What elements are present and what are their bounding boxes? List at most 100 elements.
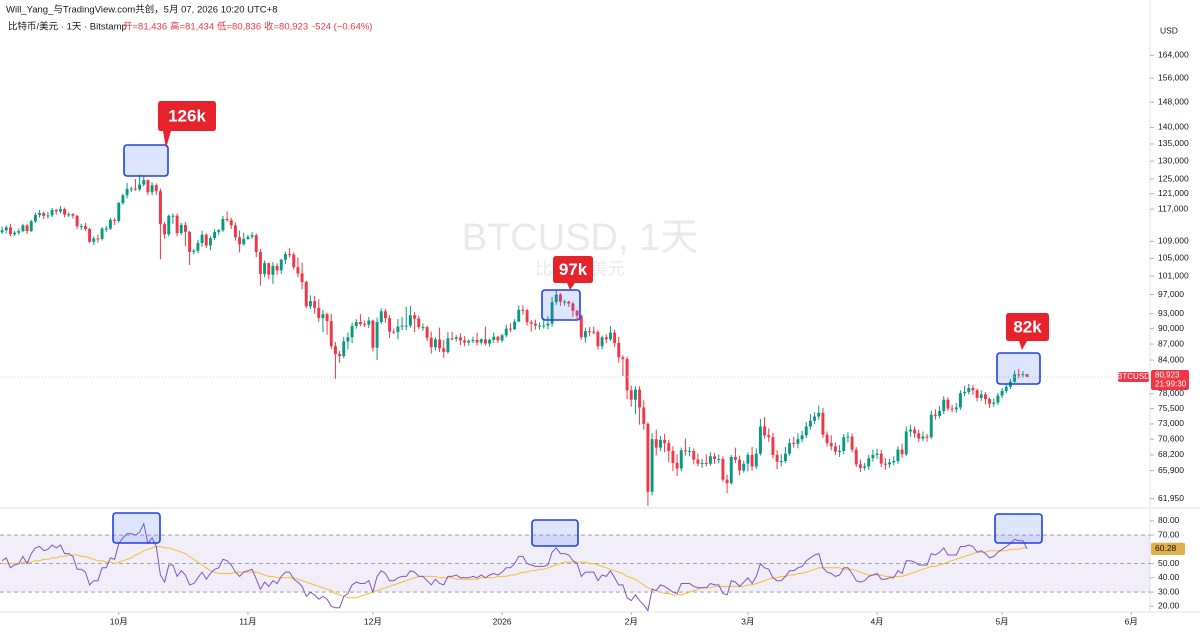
candle-body <box>771 437 775 455</box>
candle-body <box>658 439 662 448</box>
y-tick-label: 125,000 <box>1158 173 1189 183</box>
candle-body <box>604 337 608 340</box>
candle-body <box>100 228 104 239</box>
candle-body <box>533 323 537 326</box>
candle-body <box>233 225 237 238</box>
candle-body <box>175 215 179 234</box>
candle-body <box>79 226 83 228</box>
candle-body <box>104 228 108 230</box>
candle-body <box>683 450 687 452</box>
y-tick-label: 135,000 <box>1158 138 1189 148</box>
y-tick-label: 50.00 <box>1158 558 1180 568</box>
candle-body <box>467 340 471 343</box>
highlight-box <box>994 513 1043 544</box>
candle-body <box>817 412 821 417</box>
candle-body <box>8 227 12 235</box>
candle-body <box>704 463 708 465</box>
candle-body <box>892 460 896 463</box>
candle-body <box>21 225 25 232</box>
watermark-title: BTCUSD, 1天 <box>462 217 698 259</box>
candle-body <box>429 337 433 348</box>
candle-body <box>571 303 575 311</box>
candle-body <box>896 449 900 461</box>
candle-body <box>554 294 558 303</box>
candle-body <box>254 235 258 252</box>
candle-body <box>613 332 617 344</box>
candle-body <box>1025 374 1029 378</box>
open-value: 开=81,436 <box>123 22 167 33</box>
candle-body <box>404 325 408 327</box>
candle-body <box>792 443 796 445</box>
y-tick-label: 80.00 <box>1158 515 1180 525</box>
candle-body <box>713 456 717 459</box>
header-line: Will_Yang_与TradingView.com共创，5月 07, 2026… <box>6 4 278 16</box>
y-tick-label: 90,000 <box>1158 323 1184 333</box>
candle-body <box>825 434 829 444</box>
candle-body <box>596 332 600 347</box>
y-tick-label: 101,000 <box>1158 270 1189 280</box>
candle-body <box>788 443 792 454</box>
candle-body <box>433 339 437 348</box>
y-tick-label: 164,000 <box>1158 50 1189 60</box>
candle-body <box>463 340 467 343</box>
candle-body <box>350 326 354 338</box>
y-tick-label: 140,000 <box>1158 122 1189 132</box>
candle-body <box>750 454 754 467</box>
candle-body <box>346 337 350 342</box>
candle-body <box>663 439 667 444</box>
candle-body <box>567 301 571 304</box>
candle-body <box>71 214 75 216</box>
candle-body <box>617 343 621 358</box>
candle-body <box>150 185 154 193</box>
candle-body <box>192 250 196 252</box>
candle-body <box>550 302 554 324</box>
candle-body <box>733 456 737 460</box>
y-tick-label: 78,000 <box>1158 388 1184 398</box>
candle-body <box>454 337 458 339</box>
candle-body <box>88 229 92 242</box>
candle-body <box>221 218 225 231</box>
candle-body <box>129 188 133 190</box>
x-tick-label: 10月 <box>110 616 128 626</box>
candle-body <box>821 412 825 435</box>
y-tick-label: 61,950 <box>1158 493 1184 503</box>
candle-body <box>521 309 525 311</box>
candle-body <box>300 273 304 283</box>
candle-body <box>621 357 625 359</box>
highlight-box <box>123 144 169 177</box>
candle-body <box>208 238 212 246</box>
candle-body <box>850 436 854 450</box>
candle-body <box>692 450 696 460</box>
candle-body <box>17 231 21 233</box>
x-tick-label: 2月 <box>625 616 638 626</box>
candle-body <box>4 227 8 231</box>
candle-body <box>408 315 412 326</box>
candle-body <box>1021 374 1025 376</box>
candle-body <box>783 453 787 461</box>
candle-body <box>1017 374 1021 376</box>
callout-label: 82k <box>1013 317 1042 336</box>
candle-body <box>38 213 42 216</box>
candle-body <box>242 238 246 245</box>
candle-body <box>471 339 475 341</box>
candle-body <box>367 320 371 325</box>
candle-body <box>675 463 679 469</box>
candle-body <box>558 294 562 302</box>
candle-body <box>525 310 529 323</box>
callout-bg <box>158 101 216 148</box>
candle-body <box>708 456 712 464</box>
candle-body <box>58 209 62 212</box>
candle-body <box>213 231 217 239</box>
candle-body <box>867 458 871 467</box>
candle-body <box>317 307 321 319</box>
candle-body <box>975 390 979 398</box>
candle-body <box>383 311 387 319</box>
candle-body <box>1004 386 1008 391</box>
candle-body <box>983 394 987 400</box>
candle-body <box>917 433 921 439</box>
candle-body <box>117 202 121 221</box>
candle-body <box>588 331 592 333</box>
candle-body <box>742 463 746 471</box>
candle-body <box>46 215 50 217</box>
candle-body <box>263 263 267 274</box>
